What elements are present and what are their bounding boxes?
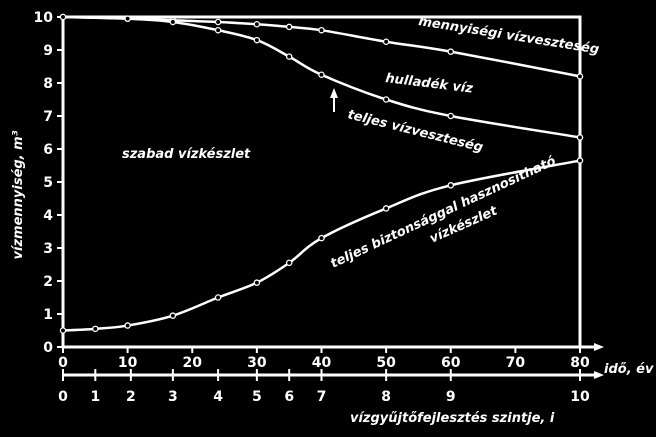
data-point [214,26,222,34]
annotation-teljes-vizveszteseg: teljes vízveszteség [346,107,485,155]
data-point [447,112,454,120]
series-line-1 [62,15,581,139]
x-tick-label: 40 [312,355,332,371]
series-line-2 [62,159,581,332]
y-tick-label: 8 [43,76,53,92]
x-tick-label: 0 [58,355,68,371]
annotation-hulladek-viz: hulladék víz [385,71,475,97]
x2-tick-label: 5 [252,389,262,405]
data-point [285,53,293,60]
data-point [285,259,293,267]
data-point [382,38,390,46]
x2-tick-label: 9 [446,389,456,405]
x2-tick-label: 7 [317,389,327,405]
data-point [382,205,390,212]
axes: 0 1 2 3 4 5 6 7 8 9 10 0 10 20 30 40 50 60 70 80 0 1 2 3 4 5 6 7 8 9 1… [34,10,604,405]
data-point [124,15,131,22]
data-points [59,13,584,334]
data-point [318,234,325,242]
data-point [92,325,99,333]
data-point [214,294,222,301]
data-point [447,48,454,55]
series-lines [62,15,581,332]
teljes-vizveszteseg-pointer [330,88,338,112]
y-tick-label: 5 [43,175,53,191]
data-point [382,96,390,103]
data-point [253,36,261,44]
x2-tick-label: 3 [168,389,178,405]
x-tick-label: 80 [570,355,590,371]
data-point [169,312,177,319]
data-point [253,21,261,28]
x2-tick-label: 4 [213,389,223,405]
data-point [285,23,293,31]
y-tick-label: 3 [43,241,53,257]
y-tick-label: 10 [34,10,54,26]
x-tick-label: 10 [118,355,138,371]
data-point [59,13,67,21]
y-tick-label: 7 [43,109,53,125]
series-line-0 [62,15,581,78]
y-tick-label: 0 [43,340,53,356]
data-point [253,279,261,286]
y-tick-label: 6 [43,142,53,158]
x2-tick-label: 10 [570,389,590,405]
data-point [318,26,325,34]
data-point [214,18,222,26]
y-tick-label: 9 [43,43,53,59]
data-point [576,134,584,141]
data-point [576,73,584,80]
annotation-hasznosithato-vizkeszlet: teljes biztonsággal hasznosítható [328,154,558,272]
ylabel: vízmennyiség, m³ [11,130,26,259]
x2-tick-label: 1 [90,389,100,405]
x2-tick-label: 0 [58,389,68,405]
x2-tick-label: 8 [381,389,391,405]
data-point [169,18,177,26]
x2label: vízgyűjtőfejlesztés szintje, i [350,411,555,426]
data-point [447,182,454,189]
data-point [124,322,131,329]
data-point [576,157,584,164]
annotation-szabad-vizkeszlet: szabad vízkészlet [122,147,251,162]
y-tick-label: 1 [43,307,53,323]
xlabel: idő, év [604,362,654,377]
data-point [59,327,67,334]
x-tick-label: 50 [376,355,396,371]
y-tick-label: 4 [43,208,53,224]
x-tick-label: 20 [183,355,203,371]
data-point [318,71,325,79]
x2-tick-label: 6 [284,389,294,405]
y-tick-label: 2 [43,274,53,290]
x-tick-label: 30 [247,355,267,371]
x2-tick-label: 2 [126,389,136,405]
x-axis-arrow [594,343,604,351]
x-tick-label: 60 [441,355,461,371]
x2-axis-arrow [594,371,604,379]
x-tick-label: 70 [506,355,526,371]
